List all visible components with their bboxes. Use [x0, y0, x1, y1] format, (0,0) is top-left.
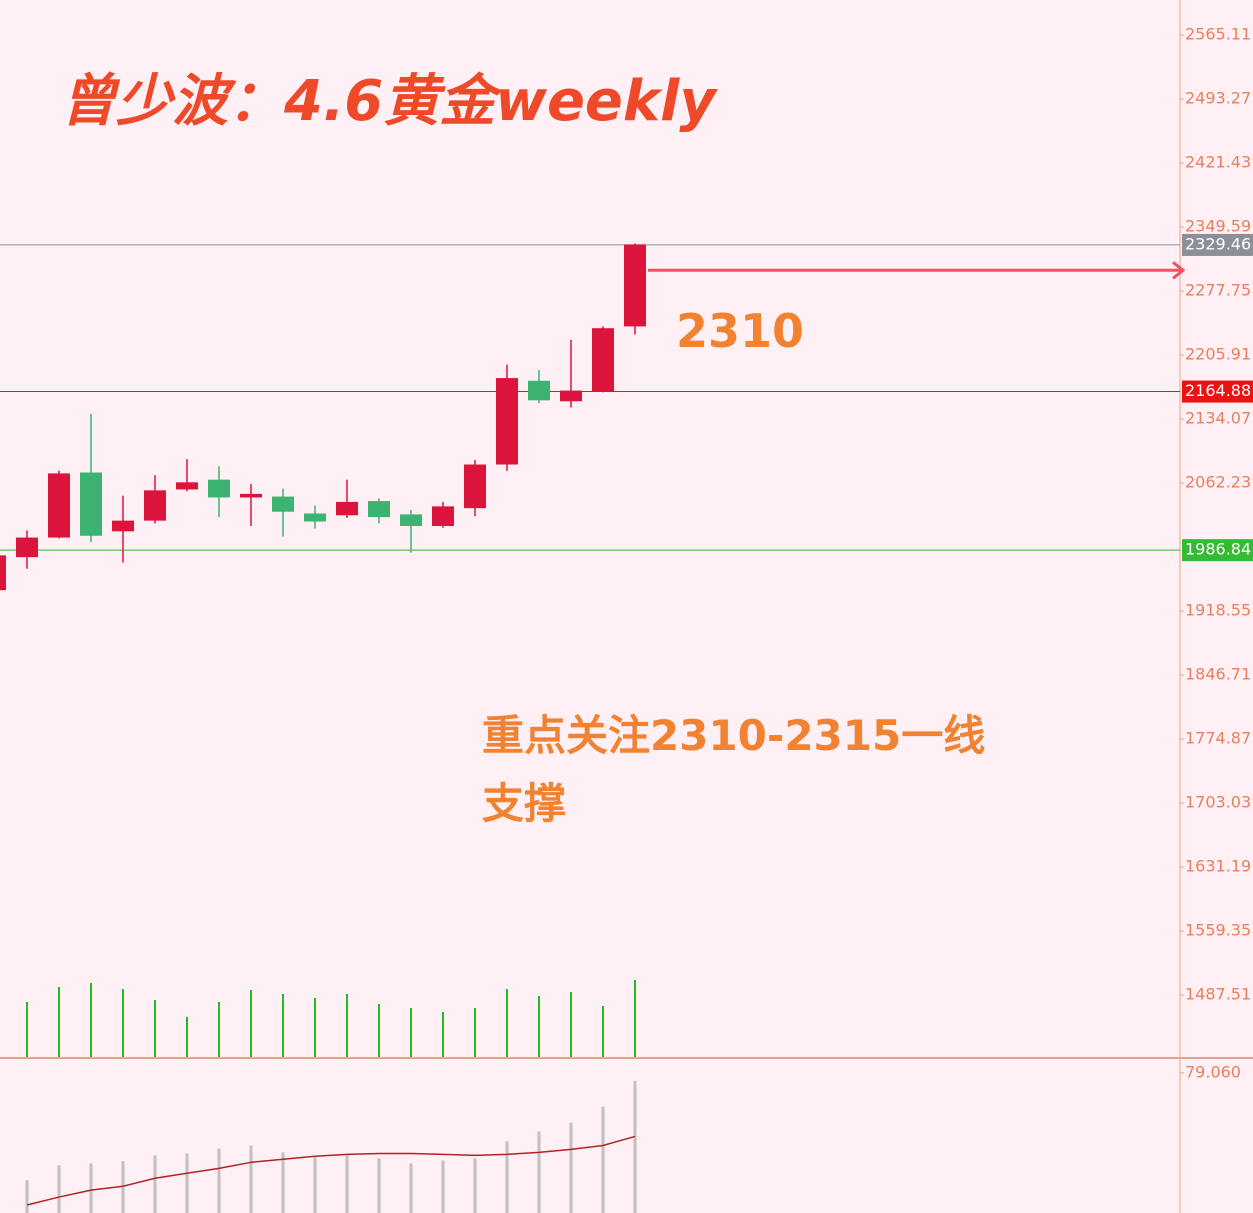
- candle-body: [592, 328, 614, 392]
- level-tag: [1182, 539, 1253, 562]
- y-tick-label: 1631.19: [1185, 857, 1251, 876]
- level-tag: [1182, 233, 1253, 256]
- y-tick-label: 2062.23: [1185, 473, 1251, 492]
- candle-body: [528, 380, 550, 401]
- annotation: 2310: [676, 304, 805, 358]
- candle-body: [144, 490, 166, 521]
- candle-body: [400, 514, 422, 526]
- y-tick-label: 1487.51: [1185, 985, 1251, 1004]
- y-tick-label: 1774.87: [1185, 729, 1251, 748]
- level-label: 2329.46: [1185, 234, 1251, 253]
- chart-title: 曾少波：4.6黄金weekly: [60, 69, 716, 134]
- y-tick-label: 2421.43: [1185, 153, 1251, 172]
- candle-body: [464, 464, 486, 509]
- candle-body: [336, 501, 358, 516]
- y-tick-label: 2493.27: [1185, 89, 1251, 108]
- y-tick-label: 1703.03: [1185, 793, 1251, 812]
- level-tag: [1182, 380, 1253, 403]
- level-label: 1986.84: [1185, 540, 1251, 559]
- candle-body: [432, 506, 454, 526]
- candle-body: [496, 378, 518, 465]
- candle-body: [368, 501, 390, 518]
- y-tick-label: 2565.11: [1185, 25, 1251, 44]
- candle-body: [16, 537, 38, 558]
- y-tick-label: 1846.71: [1185, 665, 1251, 684]
- candle-body: [272, 496, 294, 512]
- candle-body: [624, 244, 646, 327]
- y-tick-label: 2277.75: [1185, 281, 1251, 300]
- candle-body: [208, 479, 230, 498]
- candle-body: [176, 482, 198, 490]
- candle-body: [80, 472, 102, 536]
- annotation: 重点关注2310-2315一线支撑: [482, 711, 986, 828]
- y-tick-label: 1559.35: [1185, 921, 1251, 940]
- y-tick-label: 2134.07: [1185, 409, 1251, 428]
- y-tick-label: 79.060: [1185, 1062, 1241, 1081]
- arrow-head: [1172, 261, 1186, 280]
- candle-body: [112, 520, 134, 532]
- level-label: 2164.88: [1185, 381, 1251, 400]
- candle-body: [240, 493, 262, 498]
- indicator-line: [26, 1135, 636, 1206]
- candle-body: [560, 390, 582, 402]
- candle-body: [304, 513, 326, 522]
- candle-body: [48, 473, 70, 538]
- candle-body: [0, 555, 6, 591]
- y-tick-label: 2205.91: [1185, 345, 1251, 364]
- y-tick-label: 1918.55: [1185, 601, 1251, 620]
- y-tick-label: 2349.59: [1185, 217, 1251, 236]
